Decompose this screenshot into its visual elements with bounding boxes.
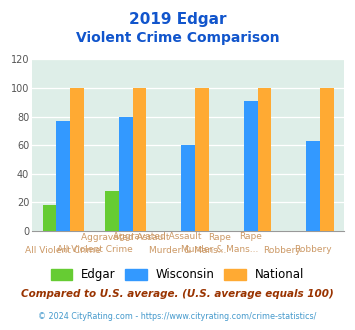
Text: Aggravated Assault: Aggravated Assault <box>113 232 201 241</box>
Text: All Violent Crime: All Violent Crime <box>56 245 132 254</box>
Bar <box>257 88 271 231</box>
Text: Violent Crime Comparison: Violent Crime Comparison <box>76 31 279 45</box>
Text: 2019 Edgar: 2019 Edgar <box>129 12 226 26</box>
Text: Aggravated Assault: Aggravated Assault <box>81 233 170 242</box>
Bar <box>119 116 132 231</box>
Bar <box>43 205 56 231</box>
Text: Rape: Rape <box>239 232 262 241</box>
Bar <box>105 191 119 231</box>
Text: Murder & Mans...: Murder & Mans... <box>149 246 227 255</box>
Bar <box>181 145 195 231</box>
Text: Robbery: Robbery <box>263 246 301 255</box>
Bar <box>132 88 146 231</box>
Bar <box>195 88 209 231</box>
Text: Compared to U.S. average. (U.S. average equals 100): Compared to U.S. average. (U.S. average … <box>21 289 334 299</box>
Bar <box>320 88 334 231</box>
Text: Rape: Rape <box>208 233 231 242</box>
Bar <box>306 141 320 231</box>
Bar <box>70 88 84 231</box>
Text: Robbery: Robbery <box>294 245 332 254</box>
Bar <box>56 121 70 231</box>
Text: All Violent Crime: All Violent Crime <box>25 246 101 255</box>
Bar <box>244 101 257 231</box>
Legend: Edgar, Wisconsin, National: Edgar, Wisconsin, National <box>47 265 308 285</box>
Text: © 2024 CityRating.com - https://www.cityrating.com/crime-statistics/: © 2024 CityRating.com - https://www.city… <box>38 312 317 321</box>
Text: Murder & Mans...: Murder & Mans... <box>181 245 258 254</box>
